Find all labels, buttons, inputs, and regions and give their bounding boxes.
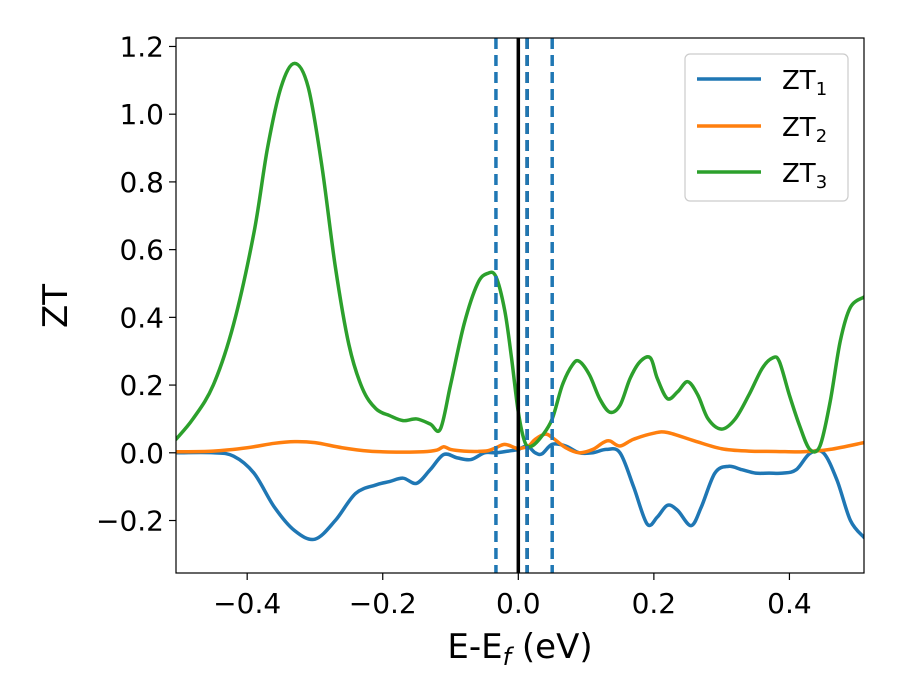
x-tick-label: 0.4: [767, 587, 812, 620]
series-line-zt3: [176, 61, 864, 454]
series-line-zt1: [176, 442, 864, 542]
y-axis-ticks: −0.2 0.0 0.2 0.4 0.6 0.8 1.0 1.2: [96, 30, 176, 538]
x-axis-title: E-Ef (eV): [447, 627, 592, 671]
x-tick-label: −0.2: [349, 587, 417, 620]
y-tick-label: 1.2: [119, 30, 164, 63]
y-axis-title: ZT: [36, 284, 76, 328]
y-tick-label: 1.0: [119, 98, 164, 131]
x-axis-title-main: E-E: [447, 627, 502, 667]
x-tick-label: 0.2: [632, 587, 677, 620]
x-tick-label: 0.0: [496, 587, 541, 620]
x-axis-ticks: −0.4 −0.2 0.0 0.2 0.4: [213, 573, 812, 620]
legend-box: [684, 53, 849, 202]
series-layer: [176, 61, 864, 542]
y-tick-label: 0.8: [119, 166, 164, 199]
x-tick-label: −0.4: [213, 587, 281, 620]
y-tick-label: 0.6: [119, 234, 164, 267]
legend: ZT1 ZT2 ZT3: [684, 53, 849, 202]
reference-lines: [494, 38, 554, 573]
y-tick-label: 0.0: [119, 437, 164, 470]
legend-label-zt2: ZT2: [782, 113, 827, 147]
plot-area-frame: [175, 37, 865, 574]
y-tick-label: 0.4: [119, 301, 164, 334]
y-tick-label: 0.2: [119, 369, 164, 402]
x-axis-title-unit: (eV): [511, 627, 593, 667]
y-tick-label: −0.2: [96, 505, 164, 538]
legend-label-zt1: ZT1: [782, 66, 827, 100]
legend-label-zt3: ZT3: [782, 159, 827, 193]
series-line-zt2: [176, 430, 864, 455]
